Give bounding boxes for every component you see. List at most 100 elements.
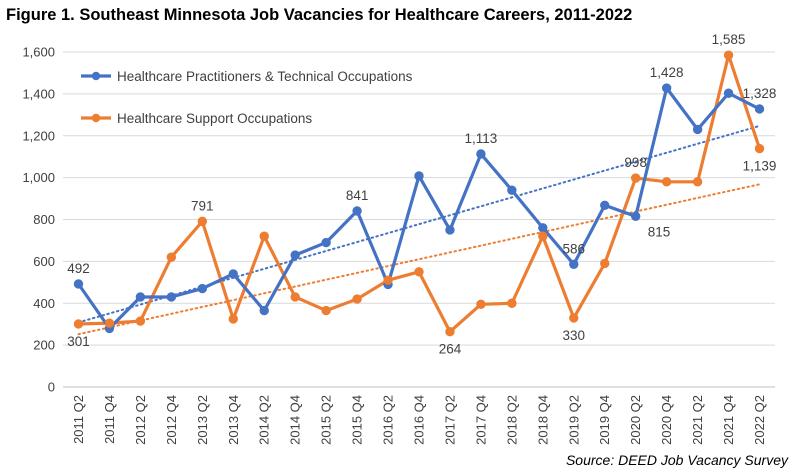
- data-label: 815: [648, 224, 671, 239]
- data-point: [321, 305, 331, 316]
- legend-marker: [91, 71, 101, 81]
- data-point: [600, 258, 610, 269]
- data-point: [383, 275, 393, 285]
- x-tick-label: 2017 Q2: [442, 395, 457, 445]
- data-point: [135, 316, 146, 326]
- data-point: [754, 143, 765, 154]
- legend-marker: [91, 113, 101, 123]
- data-point: [661, 83, 672, 93]
- data-point: [538, 223, 548, 233]
- data-label: 841: [346, 188, 369, 203]
- data-label: 1,428: [650, 65, 684, 80]
- x-tick-label: 2011 Q4: [102, 395, 117, 444]
- data-point: [197, 216, 208, 227]
- x-tick-label: 2018 Q4: [535, 395, 550, 445]
- legend-label: Healthcare Support Occupations: [117, 111, 312, 126]
- data-point: [445, 327, 455, 337]
- data-label: 492: [67, 261, 90, 276]
- legend-label: Healthcare Practitioners & Technical Occ…: [117, 69, 413, 84]
- data-point: [600, 200, 610, 210]
- data-point: [723, 88, 734, 98]
- x-tick-label: 2012 Q4: [164, 395, 179, 445]
- x-tick-label: 2018 Q2: [504, 395, 519, 445]
- trendline: [77, 183, 761, 336]
- data-point: [135, 292, 146, 302]
- data-point: [754, 104, 765, 114]
- x-tick-label: 2022 Q2: [752, 395, 767, 445]
- data-point: [104, 318, 115, 328]
- data-point: [259, 305, 269, 316]
- y-tick-label: 1,600: [22, 45, 55, 60]
- x-tick-label: 2016 Q2: [381, 395, 396, 445]
- x-tick-label: 2021 Q4: [721, 395, 736, 445]
- x-tick-label: 2020 Q4: [659, 395, 674, 445]
- data-point: [569, 259, 579, 270]
- data-label: 1,585: [712, 32, 746, 47]
- x-tick-label: 2015 Q4: [350, 395, 365, 445]
- data-point: [692, 124, 703, 135]
- data-point: [290, 250, 300, 260]
- data-point: [290, 292, 300, 302]
- data-point: [73, 279, 84, 289]
- trendline: [77, 124, 761, 324]
- data-point: [166, 252, 177, 262]
- x-tick-label: 2015 Q2: [319, 395, 334, 445]
- x-tick-label: 2013 Q4: [226, 395, 241, 445]
- data-point: [352, 206, 362, 216]
- data-point: [228, 269, 238, 279]
- data-point: [476, 299, 486, 309]
- data-label: 791: [191, 198, 214, 213]
- data-label: 264: [439, 342, 462, 357]
- data-point: [73, 319, 84, 329]
- series-line: [78, 53, 762, 334]
- data-label: 998: [624, 155, 647, 170]
- chart-title: Figure 1. Southeast Minnesota Job Vacanc…: [6, 6, 633, 24]
- data-point: [414, 267, 424, 277]
- data-point: [630, 173, 641, 183]
- data-point: [259, 231, 269, 241]
- data-point: [723, 50, 734, 60]
- y-tick-label: 200: [33, 338, 55, 353]
- y-tick-label: 600: [33, 254, 55, 269]
- y-tick-label: 1,000: [22, 170, 55, 185]
- x-tick-label: 2013 Q2: [195, 395, 210, 445]
- data-point: [166, 292, 177, 302]
- data-label: 301: [67, 334, 90, 349]
- x-tick-label: 2016 Q4: [412, 395, 427, 445]
- data-point: [630, 211, 641, 222]
- y-tick-label: 1,200: [22, 128, 55, 143]
- data-label: 1,139: [743, 159, 777, 174]
- data-point: [476, 149, 486, 159]
- x-tick-label: 2019 Q2: [566, 395, 581, 445]
- y-tick-label: 0: [48, 380, 55, 395]
- y-tick-label: 800: [33, 212, 55, 227]
- data-label: 330: [563, 328, 586, 343]
- data-point: [692, 177, 703, 187]
- data-point: [661, 177, 672, 187]
- data-point: [538, 231, 548, 241]
- data-point: [197, 283, 208, 294]
- x-tick-label: 2017 Q4: [473, 395, 488, 445]
- data-point: [445, 225, 455, 235]
- x-tick-label: 2014 Q4: [288, 395, 303, 445]
- data-point: [569, 313, 579, 323]
- x-tick-label: 2014 Q2: [257, 395, 272, 445]
- data-point: [352, 294, 362, 304]
- x-tick-label: 2011 Q2: [71, 395, 86, 444]
- y-tick-label: 1,400: [22, 86, 55, 101]
- data-point: [507, 298, 517, 308]
- x-tick-label: 2020 Q2: [628, 395, 643, 445]
- data-label: 1,113: [465, 131, 498, 146]
- data-point: [321, 237, 331, 248]
- data-point: [414, 171, 424, 181]
- x-tick-label: 2021 Q2: [690, 395, 705, 445]
- source-note: Source: DEED Job Vacancy Survey: [565, 452, 788, 468]
- x-tick-label: 2012 Q2: [133, 395, 148, 445]
- data-label: 586: [563, 241, 586, 256]
- y-tick-label: 400: [33, 296, 55, 311]
- x-tick-label: 2019 Q4: [597, 395, 612, 445]
- data-point: [228, 314, 238, 324]
- data-label: 1,328: [743, 86, 777, 101]
- data-point: [507, 185, 517, 195]
